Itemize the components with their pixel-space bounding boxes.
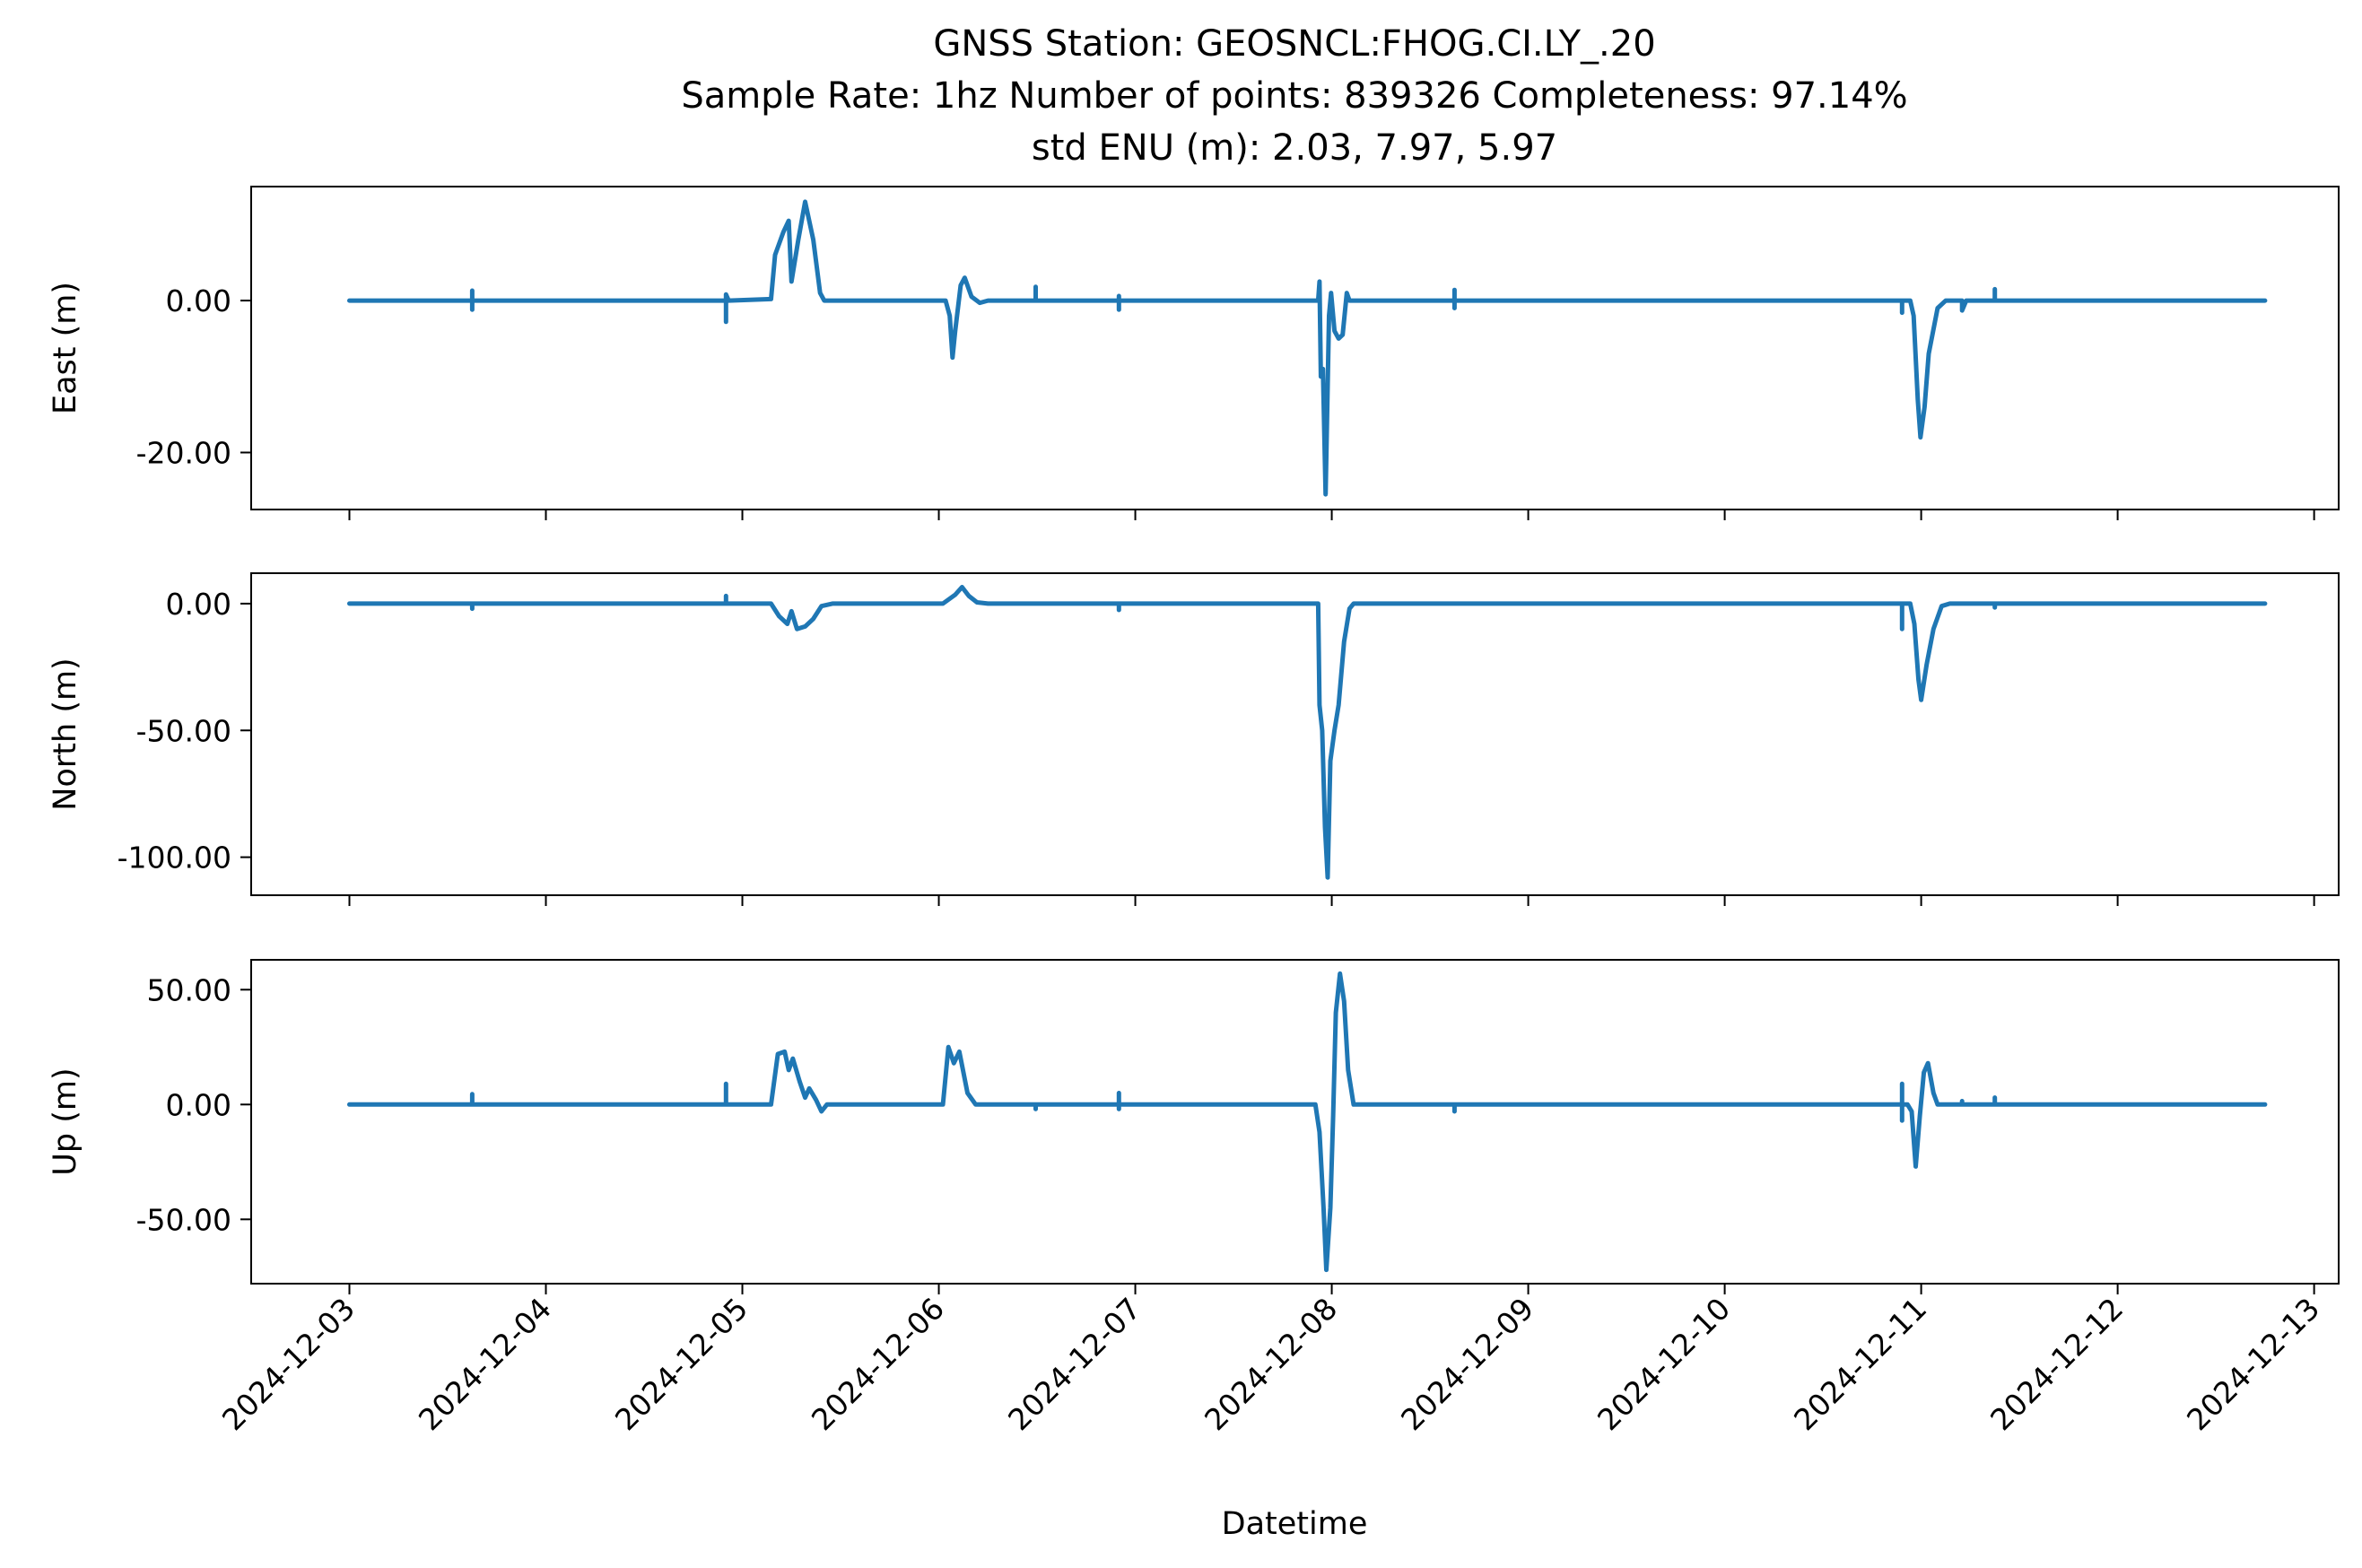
y-tick-label-0-1: -20.00 bbox=[136, 435, 231, 470]
y-tick-label-2-1: 0.00 bbox=[166, 1087, 231, 1122]
y-axis-label-2: Up (m) bbox=[48, 1067, 83, 1175]
y-axis-label-0: East (m) bbox=[48, 282, 83, 414]
x-tick-label-3: 2024-12-06 bbox=[805, 1291, 951, 1437]
panel-0: 0.00 -20.00 East (m) bbox=[48, 186, 2340, 520]
axes-frame-0 bbox=[250, 186, 2340, 510]
y-axis-label-1: North (m) bbox=[48, 658, 83, 810]
panels: 0.00 -20.00 East (m) 0.00 -50.00 -100.00 North… bbox=[48, 186, 2340, 1437]
x-tick-label-0: 2024-12-03 bbox=[215, 1291, 362, 1437]
x-tick-label-4: 2024-12-07 bbox=[1001, 1291, 1147, 1437]
y-tick-label-2-0: 50.00 bbox=[147, 972, 231, 1007]
panel-2: 50.00 0.00 -50.00 Up (m) bbox=[48, 959, 2340, 1294]
series-line-2-0 bbox=[347, 971, 2268, 1273]
y-tick-label-0-0: 0.00 bbox=[166, 283, 231, 318]
x-tick-label-10: 2024-12-13 bbox=[2180, 1291, 2326, 1437]
panel-1: 0.00 -50.00 -100.00 North (m) bbox=[48, 572, 2340, 906]
series-line-1-0 bbox=[347, 585, 2268, 880]
title-line-sample-info: Sample Rate: 1hz Number of points: 83932… bbox=[681, 75, 1907, 117]
axes-frame-1 bbox=[250, 572, 2340, 896]
series-line-0-0 bbox=[347, 199, 2268, 497]
y-tick-label-1-0: 0.00 bbox=[166, 587, 231, 622]
x-axis-label: Datetime bbox=[1222, 1506, 1368, 1542]
y-tick-label-1-2: -100.00 bbox=[118, 841, 231, 875]
title-line-std-enu: std ENU (m): 2.03, 7.97, 5.97 bbox=[1032, 127, 1557, 169]
x-tick-label-8: 2024-12-11 bbox=[1787, 1291, 1933, 1437]
x-tick-label-5: 2024-12-08 bbox=[1198, 1291, 1344, 1437]
y-tick-label-1-1: -50.00 bbox=[136, 713, 231, 748]
x-tick-label-2: 2024-12-05 bbox=[608, 1291, 754, 1437]
title-line-station: GNSS Station: GEOSNCL:FHOG.CI.LY_.20 bbox=[933, 23, 1655, 65]
y-tick-label-2-2: -50.00 bbox=[136, 1202, 231, 1237]
x-tick-label-9: 2024-12-12 bbox=[1983, 1291, 2130, 1437]
x-tick-label-7: 2024-12-10 bbox=[1591, 1291, 1737, 1437]
x-tick-label-6: 2024-12-09 bbox=[1394, 1291, 1540, 1437]
axes-frame-2 bbox=[250, 959, 2340, 1285]
figure-title: GNSS Station: GEOSNCL:FHOG.CI.LY_.20 Sam… bbox=[681, 23, 1907, 169]
x-tick-label-1: 2024-12-04 bbox=[412, 1291, 558, 1437]
